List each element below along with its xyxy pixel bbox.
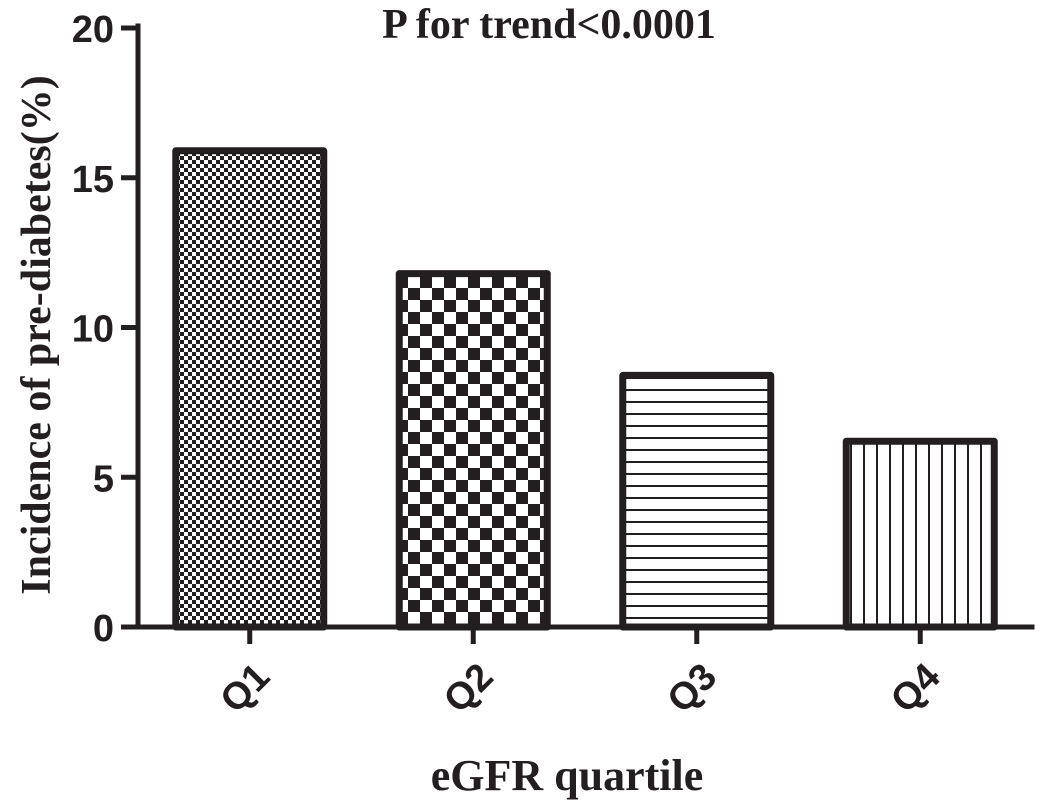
x-ticks-group: Q1 Q2 Q3 Q4 (213, 627, 949, 721)
x-tick-label: Q3 (660, 656, 726, 722)
y-ticks-group: 0 5 10 15 20 (72, 9, 138, 650)
bar-q3 (619, 371, 775, 631)
x-tick-label: Q2 (436, 656, 502, 722)
bar-q2 (395, 270, 551, 631)
y-tick-label: 10 (72, 309, 114, 351)
y-axis-label: Incidence of pre-diabetes(%) (14, 75, 60, 594)
x-tick-label: Q4 (883, 656, 949, 722)
x-tick-label: Q1 (213, 656, 279, 722)
y-tick-label: 20 (72, 9, 114, 51)
bars-group (172, 147, 998, 631)
chart-title: P for trend<0.0001 (382, 2, 716, 48)
bar-q1 (172, 147, 328, 631)
bar-q4 (842, 437, 998, 631)
x-axis-label: eGFR quartile (431, 751, 704, 800)
y-tick-label: 0 (93, 608, 114, 650)
y-tick-label: 15 (72, 159, 114, 201)
y-tick-label: 5 (93, 458, 114, 500)
